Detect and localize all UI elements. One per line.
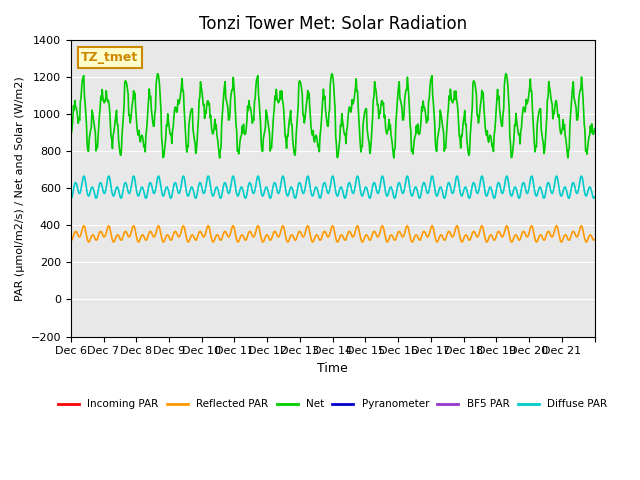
Legend: Incoming PAR, Reflected PAR, Net, Pyranometer, BF5 PAR, Diffuse PAR: Incoming PAR, Reflected PAR, Net, Pyrano… [54,395,611,413]
X-axis label: Time: Time [317,362,348,375]
Title: Tonzi Tower Met: Solar Radiation: Tonzi Tower Met: Solar Radiation [198,15,467,33]
Text: TZ_tmet: TZ_tmet [81,51,138,64]
Y-axis label: PAR (μmol/m2/s) / Net and Solar (W/m2): PAR (μmol/m2/s) / Net and Solar (W/m2) [15,76,25,300]
